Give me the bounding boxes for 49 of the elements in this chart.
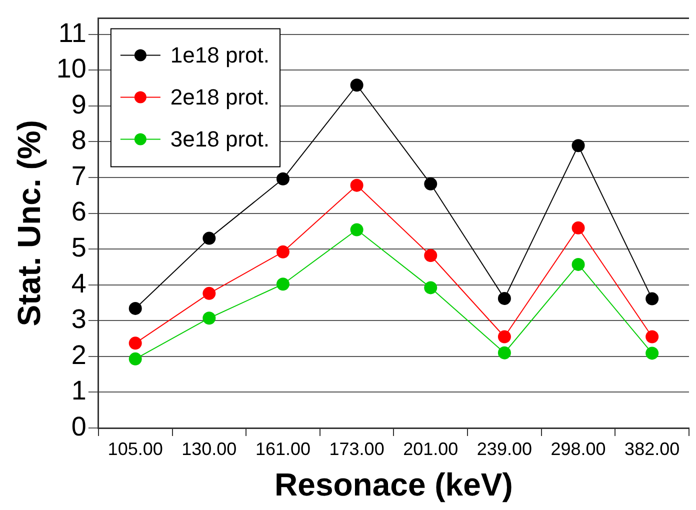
point [646, 292, 659, 306]
x-tick-label: 201.00 [403, 438, 458, 459]
legend-label: 2e18 prot. [170, 84, 270, 110]
point [350, 178, 364, 192]
y-tick-label: 5 [71, 232, 86, 262]
y-tick-label: 10 [56, 54, 86, 84]
y-tick-label: 7 [71, 160, 86, 191]
x-tick-label: 382.00 [624, 438, 680, 459]
y-tick-label: 4 [71, 268, 86, 298]
y-tick-label: 8 [71, 125, 86, 156]
x-tick-label: 161.00 [255, 438, 311, 459]
legend-label: 1e18 prot. [170, 42, 270, 68]
point [646, 346, 659, 360]
point [128, 336, 142, 350]
point [498, 330, 511, 344]
point [350, 223, 364, 236]
y-tick-label: 9 [71, 89, 86, 120]
point [572, 221, 585, 234]
x-tick-label: 130.00 [182, 438, 237, 459]
point [498, 346, 511, 360]
x-tick-label: 239.00 [476, 438, 532, 459]
point [424, 248, 438, 262]
point [572, 139, 585, 152]
point [202, 286, 216, 300]
point [276, 245, 290, 258]
point [424, 281, 438, 294]
y-tick-label: 3 [71, 304, 86, 334]
y-tick-label: 1 [71, 376, 86, 406]
y-tick-label: 2 [71, 340, 86, 370]
y-tick-label: 0 [71, 411, 86, 442]
y-tick-label: 6 [71, 196, 86, 227]
y-axis-title: Stat. Unc. (%) [11, 120, 48, 326]
point [276, 172, 290, 186]
point [572, 258, 585, 271]
point [646, 330, 659, 344]
point [424, 177, 438, 190]
point [498, 292, 511, 305]
point [128, 352, 142, 366]
point [202, 312, 216, 325]
x-tick-label: 105.00 [108, 438, 163, 459]
point [128, 302, 142, 315]
point [202, 232, 216, 245]
x-tick-label: 298.00 [550, 438, 606, 459]
y-tick-label: 11 [58, 18, 86, 48]
x-tick-label: 173.00 [329, 438, 384, 459]
x-axis-title: Resonace (keV) [274, 466, 513, 503]
point [276, 278, 290, 291]
legend-label: 3e18 prot. [170, 126, 270, 152]
point [350, 78, 364, 92]
